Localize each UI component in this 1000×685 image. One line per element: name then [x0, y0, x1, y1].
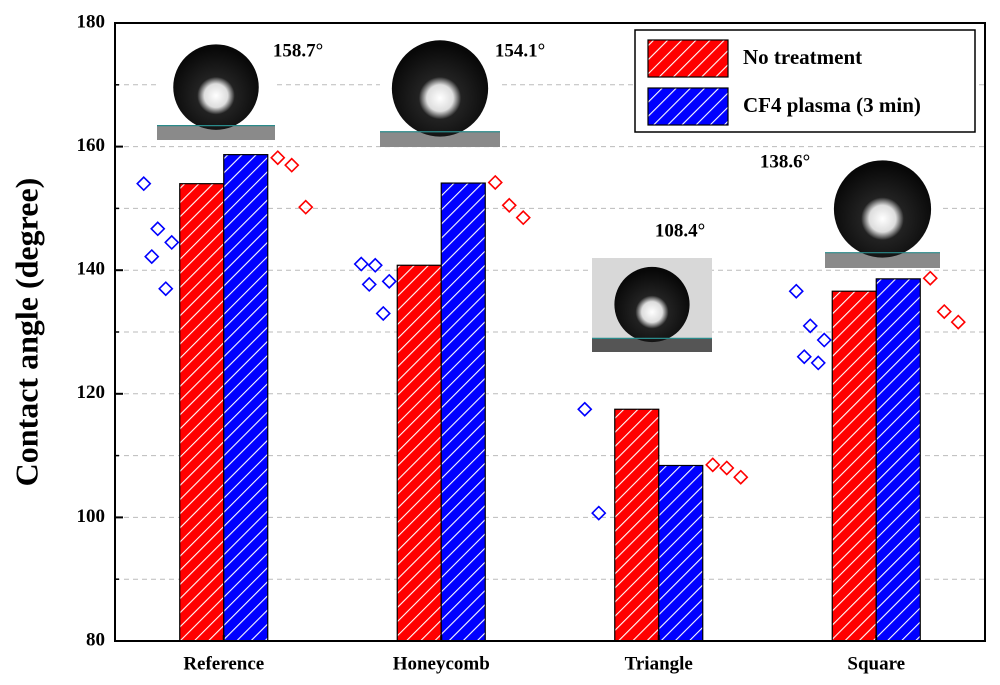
bar [614, 408, 660, 642]
data-point [922, 270, 938, 286]
bar [831, 290, 877, 642]
data-point [515, 210, 531, 226]
data-point [361, 276, 377, 293]
data-point [353, 256, 369, 272]
legend-swatch [647, 87, 729, 126]
data-point [591, 505, 607, 521]
value-label: 154.1° [495, 40, 545, 61]
data-point [144, 248, 160, 265]
data-point [705, 457, 721, 473]
data-point [136, 176, 152, 192]
substrate [592, 338, 712, 352]
data-point [270, 150, 286, 166]
marks [136, 150, 966, 642]
data-point [487, 174, 503, 191]
data-point [810, 355, 826, 371]
droplet [614, 266, 690, 343]
data-point [577, 401, 593, 417]
data-point [950, 314, 966, 330]
legend-swatch [647, 39, 729, 78]
value-label: 158.7° [273, 40, 323, 61]
droplet [391, 40, 489, 137]
bar [223, 154, 269, 642]
substrate [157, 125, 275, 140]
bar [875, 278, 921, 642]
y-tick-label: 160 [77, 135, 106, 156]
legend-label: No treatment [743, 45, 862, 69]
data-point [501, 197, 517, 213]
data-point [719, 460, 735, 476]
bar [179, 183, 225, 642]
y-tick-label: 120 [77, 382, 106, 403]
data-point [936, 303, 952, 320]
bar [440, 182, 486, 642]
bar [396, 264, 442, 642]
substrate [380, 131, 500, 147]
y-tick-label: 80 [86, 629, 105, 650]
x-tick-label: Honeycomb [393, 653, 490, 674]
droplet [173, 44, 259, 130]
data-point [375, 305, 391, 322]
y-tick-label: 180 [77, 11, 106, 32]
data-point [788, 283, 804, 299]
x-tick-label: Square [847, 653, 905, 674]
data-point [150, 221, 166, 237]
data-point [367, 257, 383, 273]
x-tick-label: Triangle [625, 653, 693, 674]
substrate [825, 252, 940, 268]
value-label: 138.6° [760, 151, 810, 172]
data-point [802, 318, 818, 334]
data-point [796, 349, 812, 365]
x-tick-label: Reference [183, 653, 264, 674]
y-tick-label: 100 [77, 506, 106, 527]
bar [658, 464, 704, 642]
droplet [833, 160, 932, 258]
y-axis-label: Contact angle (degree) [8, 178, 44, 487]
y-tick-label: 140 [77, 259, 106, 280]
data-point [164, 234, 180, 251]
data-point [381, 273, 397, 289]
legend-label: CF4 plasma (3 min) [743, 93, 921, 117]
data-point [816, 332, 832, 348]
data-point [284, 157, 300, 173]
data-point [298, 199, 314, 215]
value-label: 108.4° [655, 220, 705, 241]
data-point [733, 469, 749, 485]
data-point [158, 281, 174, 297]
